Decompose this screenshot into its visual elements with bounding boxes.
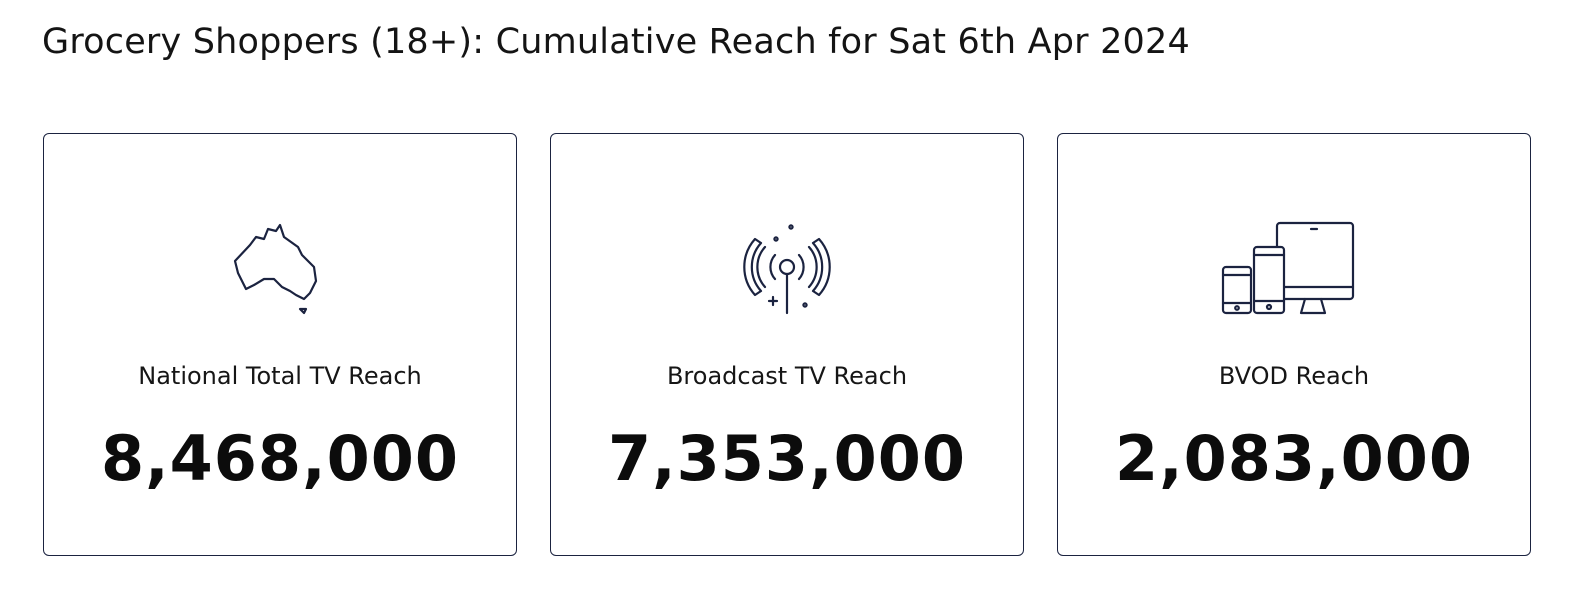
card-value: 7,353,000 xyxy=(607,422,967,495)
reach-card: BVOD Reach 2,083,000 xyxy=(1057,133,1531,556)
card-label: National Total TV Reach xyxy=(138,362,422,390)
reach-card: Broadcast TV Reach 7,353,000 xyxy=(550,133,1024,556)
card-value: 2,083,000 xyxy=(1114,422,1474,495)
reach-card: National Total TV Reach 8,468,000 xyxy=(43,133,517,556)
card-value: 8,468,000 xyxy=(100,422,460,495)
devices-icon xyxy=(1221,221,1355,315)
card-label: Broadcast TV Reach xyxy=(666,362,908,390)
page-title: Grocery Shoppers (18+): Cumulative Reach… xyxy=(42,22,1190,62)
card-label: BVOD Reach xyxy=(1218,362,1370,390)
broadcast-icon xyxy=(743,224,831,315)
australia-icon xyxy=(233,223,318,315)
